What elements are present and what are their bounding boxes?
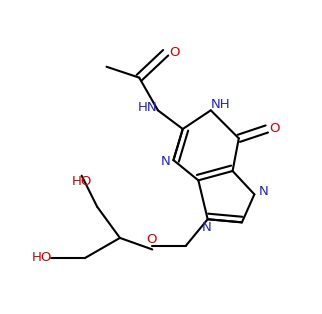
Text: O: O (147, 233, 157, 246)
Text: O: O (169, 46, 180, 59)
Text: N: N (259, 185, 269, 198)
Text: NH: NH (211, 98, 231, 111)
Text: HO: HO (71, 176, 92, 188)
Text: HO: HO (32, 251, 52, 264)
Text: O: O (269, 122, 280, 135)
Text: N: N (161, 155, 171, 168)
Text: HN: HN (138, 101, 158, 114)
Text: N: N (201, 221, 211, 235)
